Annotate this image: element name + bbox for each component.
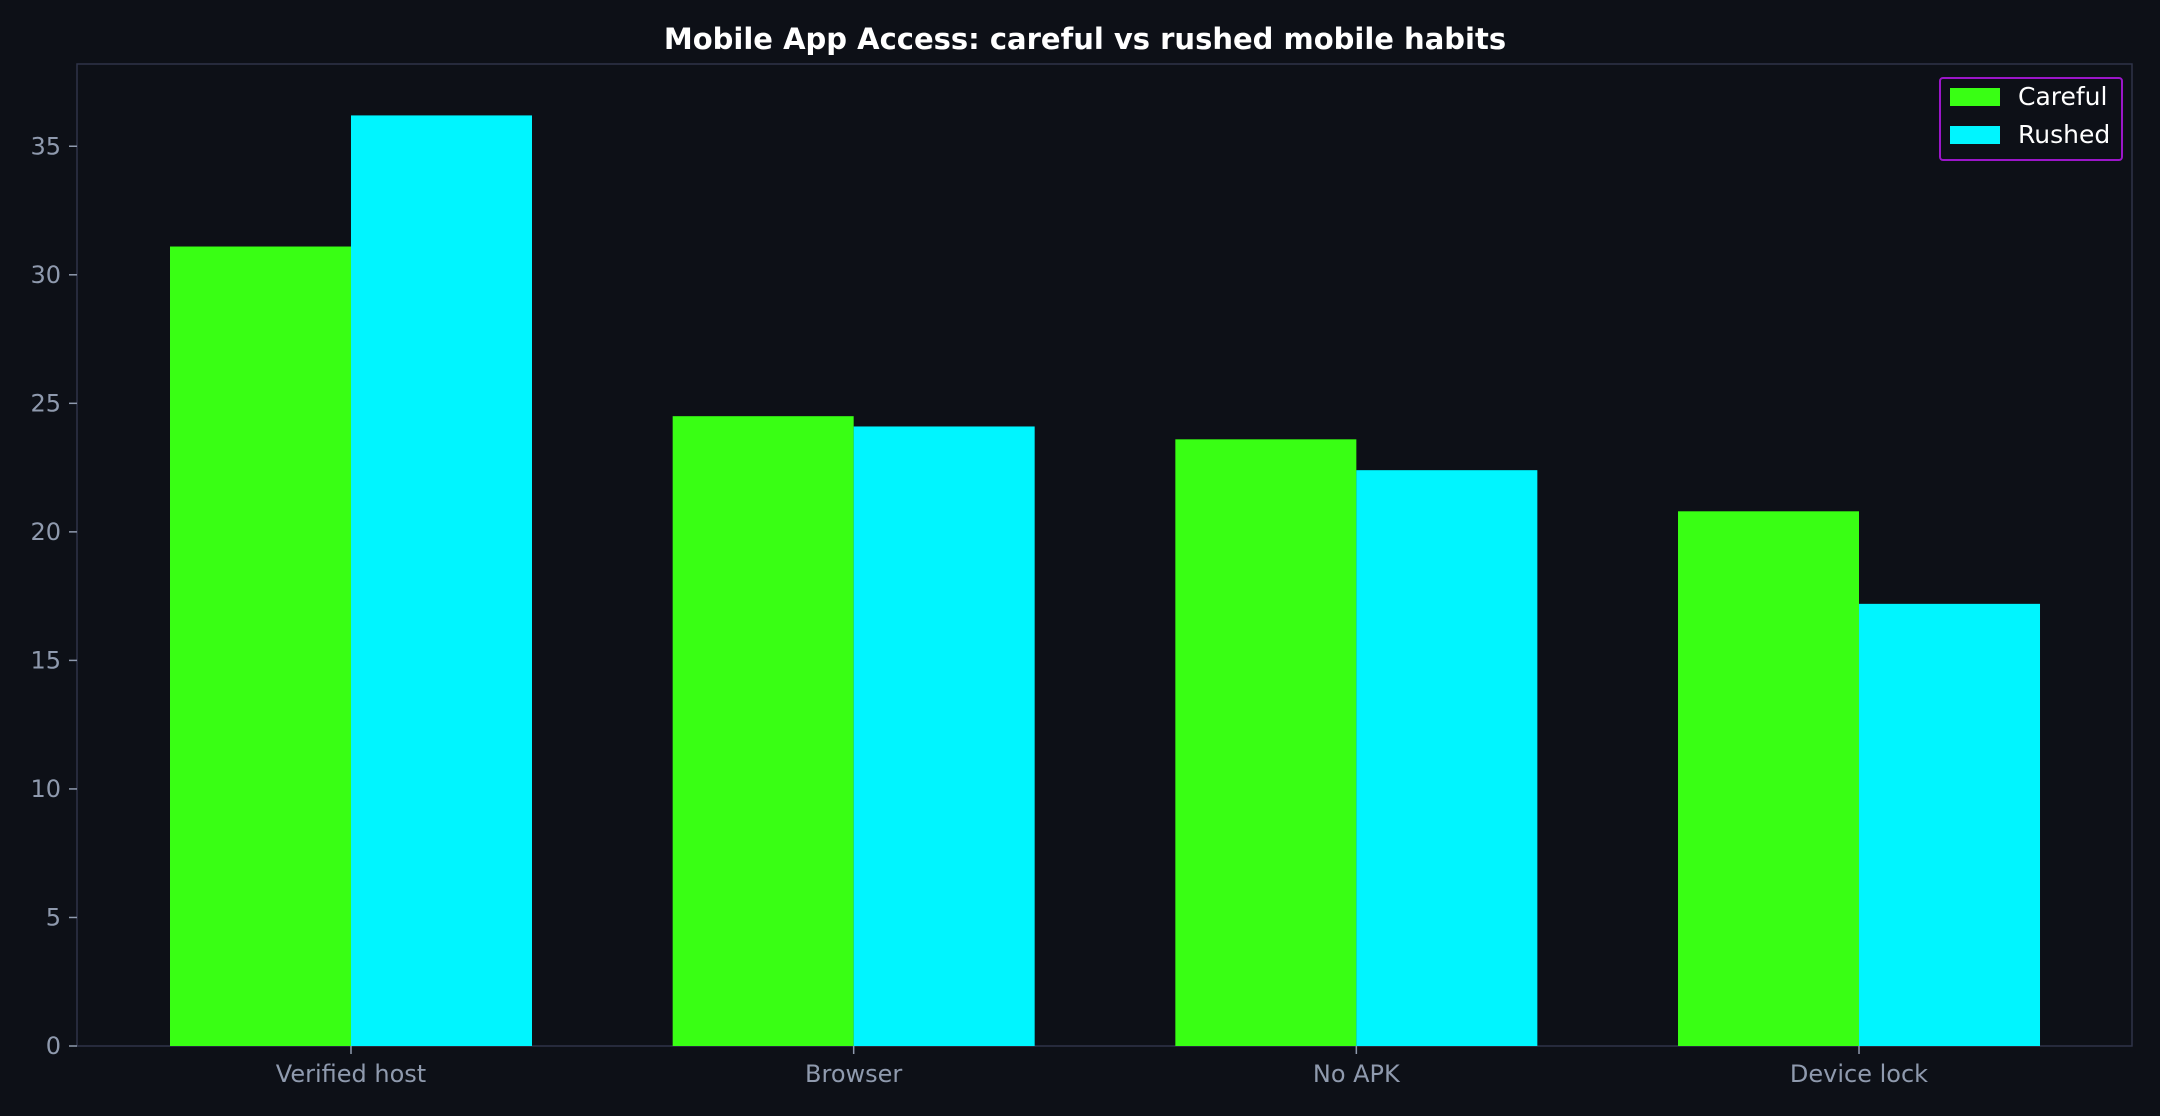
bar-rushed-verified-host [351, 115, 532, 1046]
y-tick-label: 20 [30, 518, 61, 546]
x-axis: Verified host Browser No APK Device lock [276, 1046, 1928, 1088]
legend-label-rushed: Rushed [2018, 120, 2110, 149]
x-tick-label: Verified host [276, 1060, 426, 1088]
x-tick-label: Browser [805, 1060, 902, 1088]
y-tick-label: 10 [30, 775, 61, 803]
bar-careful-device-lock [1678, 511, 1860, 1046]
y-tick-label: 15 [30, 646, 61, 674]
legend-swatch-rushed [1950, 126, 2000, 144]
legend-swatch-careful [1950, 88, 2000, 106]
legend: Careful Rushed [1939, 77, 2123, 161]
y-tick-label: 30 [30, 261, 61, 289]
y-tick-label: 0 [46, 1032, 61, 1060]
plot-frame [76, 63, 2133, 1047]
bar-careful-no-apk [1175, 439, 1357, 1046]
y-tick-label: 25 [30, 389, 61, 417]
bar-rushed-device-lock [1859, 603, 2041, 1046]
bar-rushed-browser [853, 426, 1035, 1047]
bar-careful-verified-host [170, 246, 351, 1046]
y-tick-label: 5 [46, 903, 61, 931]
y-axis: 0 5 10 15 20 25 30 35 [30, 132, 77, 1060]
chart-title: Mobile App Access: careful vs rushed mob… [664, 22, 1506, 56]
y-tick-label: 35 [30, 132, 61, 160]
bar-rushed-no-apk [1356, 470, 1538, 1046]
legend-label-careful: Careful [2018, 82, 2107, 111]
bar-careful-browser [672, 416, 854, 1046]
x-tick-label: Device lock [1790, 1060, 1928, 1088]
x-tick-label: No APK [1313, 1060, 1401, 1088]
bars-layer [170, 115, 2041, 1047]
